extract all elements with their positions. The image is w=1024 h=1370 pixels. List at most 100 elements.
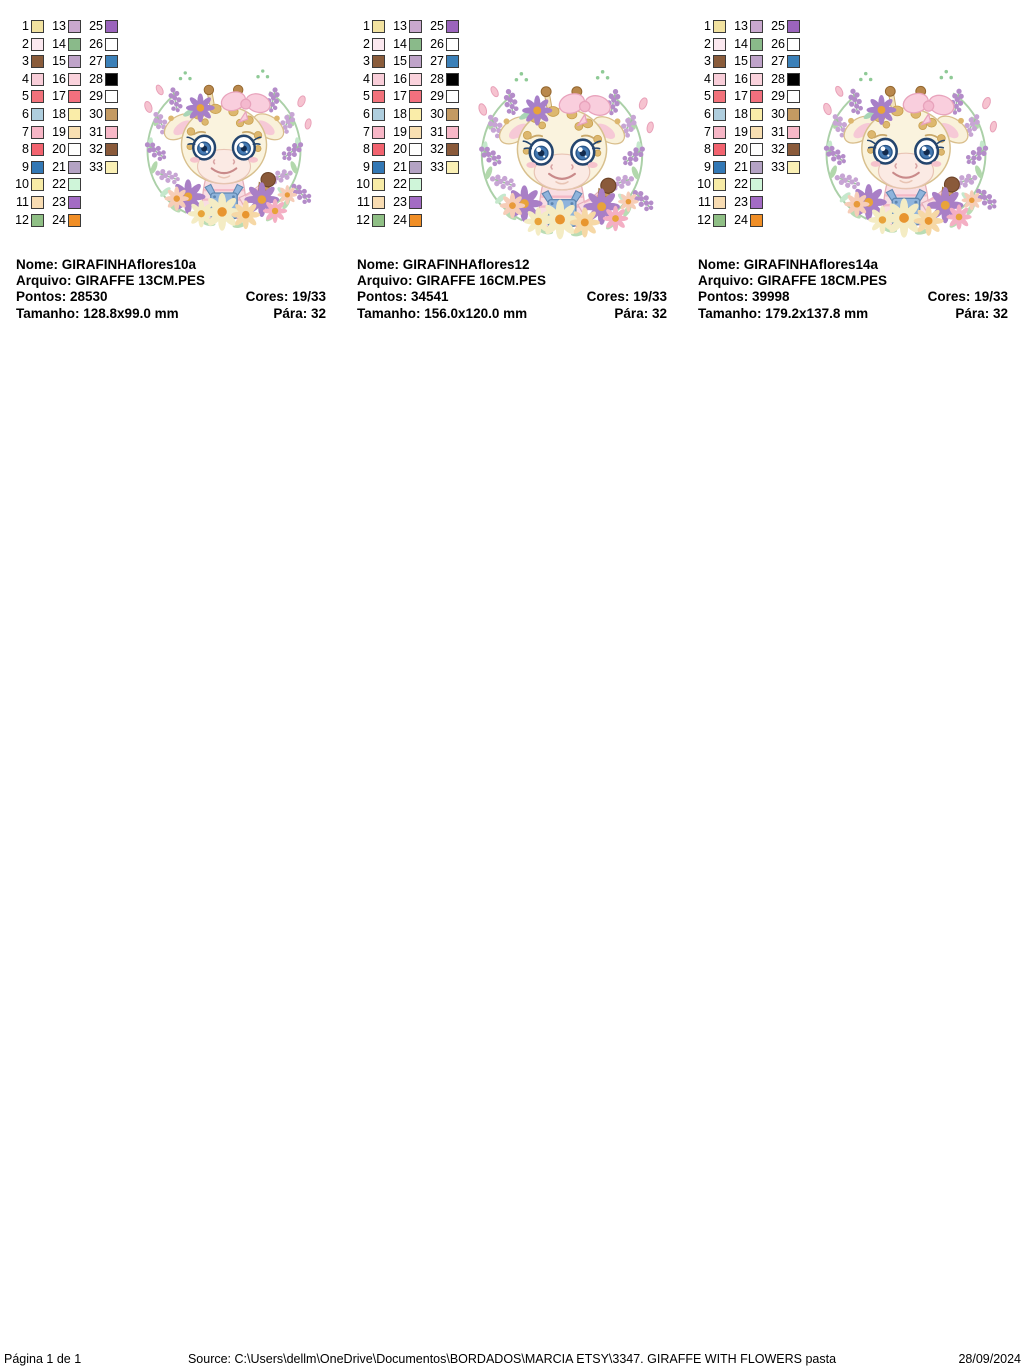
palette-index: 20 bbox=[393, 142, 407, 157]
palette-swatch bbox=[713, 37, 726, 51]
designs-row: 1 13 25 2 14 26 3 15 27 4 16 28 5 17 29 6 18 30 7 19 31 8 20 32… bbox=[0, 0, 1024, 340]
palette-swatch bbox=[372, 55, 385, 69]
palette-swatch bbox=[31, 107, 44, 121]
palette-swatch bbox=[750, 107, 763, 121]
palette-index: 10 bbox=[697, 177, 711, 192]
palette-index: 17 bbox=[52, 89, 66, 104]
palette-index: 25 bbox=[430, 19, 444, 33]
page-footer: Página 1 de 1 Source: C:\Users\dellm\One… bbox=[0, 1352, 1024, 1368]
design-file: GIRAFFE 16CM.PES bbox=[416, 273, 547, 289]
palette-swatch bbox=[713, 213, 726, 227]
palette-empty-cell bbox=[105, 196, 118, 209]
palette-index: 22 bbox=[734, 177, 748, 192]
palette-index: 4 bbox=[22, 71, 29, 86]
palette-swatch bbox=[446, 143, 459, 157]
stop-count: Pára: 32 bbox=[955, 305, 1008, 321]
source-path: Source: C:\Users\dellm\OneDrive\Document… bbox=[187, 1352, 837, 1366]
palette-swatch bbox=[713, 143, 726, 157]
palette-swatch bbox=[68, 107, 81, 121]
design-artwork bbox=[798, 54, 1014, 243]
palette-swatch bbox=[409, 55, 422, 69]
palette-swatch bbox=[31, 143, 44, 157]
palette-index: 23 bbox=[393, 194, 407, 209]
palette-index: 8 bbox=[363, 142, 370, 157]
palette-swatch bbox=[446, 20, 459, 33]
palette-empty-cell bbox=[765, 214, 778, 227]
palette-index: 17 bbox=[393, 89, 407, 104]
palette-index: 1 bbox=[22, 19, 29, 33]
design-card-1: 1 13 25 2 14 26 3 15 27 4 16 28 5 17 29 6 18 30 7 19 31 8 20 32… bbox=[0, 0, 341, 340]
palette-index: 12 bbox=[697, 212, 711, 227]
palette-index: 9 bbox=[22, 159, 29, 174]
size-stops-line: Tamanho: 179.2x137.8 mm Pára: 32 bbox=[698, 306, 1008, 322]
print-date: 28/09/2024 bbox=[958, 1352, 1021, 1366]
palette-index: 15 bbox=[393, 54, 407, 69]
palette-swatch bbox=[750, 213, 763, 227]
palette-swatch bbox=[750, 37, 763, 51]
palette-swatch bbox=[409, 125, 422, 139]
palette-swatch bbox=[68, 160, 81, 174]
palette-index: 10 bbox=[356, 177, 370, 192]
design-file: GIRAFFE 13CM.PES bbox=[75, 273, 206, 289]
palette-index: 19 bbox=[393, 124, 407, 139]
palette-swatch bbox=[105, 37, 118, 51]
palette-index: 3 bbox=[22, 54, 29, 69]
palette-index: 26 bbox=[89, 36, 103, 51]
palette-swatch bbox=[787, 143, 800, 157]
palette-index: 10 bbox=[15, 177, 29, 192]
palette-empty-cell bbox=[424, 214, 437, 227]
palette-index: 6 bbox=[22, 106, 29, 121]
stitches-colors-line: Pontos: 28530 Cores: 19/33 bbox=[16, 289, 326, 305]
palette-swatch bbox=[409, 195, 422, 209]
palette-index: 14 bbox=[734, 36, 748, 51]
palette-swatch bbox=[31, 37, 44, 51]
palette-index: 14 bbox=[52, 36, 66, 51]
palette-swatch bbox=[68, 178, 81, 192]
palette-swatch bbox=[105, 72, 118, 86]
palette-index: 28 bbox=[430, 71, 444, 86]
palette-index: 25 bbox=[771, 19, 785, 33]
palette-swatch bbox=[446, 107, 459, 121]
palette-index: 2 bbox=[22, 36, 29, 51]
palette-swatch bbox=[68, 37, 81, 51]
design-name: GIRAFINHAflores12 bbox=[402, 257, 530, 272]
palette-index: 5 bbox=[363, 89, 370, 104]
palette-index: 13 bbox=[393, 19, 407, 33]
palette-index: 18 bbox=[734, 106, 748, 121]
size-stops-line: Tamanho: 156.0x120.0 mm Pára: 32 bbox=[357, 306, 667, 322]
palette-index: 2 bbox=[363, 36, 370, 51]
palette-swatch bbox=[787, 55, 800, 69]
palette-index: 19 bbox=[52, 124, 66, 139]
palette-index: 3 bbox=[704, 54, 711, 69]
giraffe-wreath-artwork-svg bbox=[819, 69, 1001, 238]
palette-index: 33 bbox=[430, 159, 444, 174]
palette-swatch bbox=[31, 125, 44, 139]
palette-swatch bbox=[31, 213, 44, 227]
palette-index: 32 bbox=[430, 142, 444, 157]
palette-swatch bbox=[409, 90, 422, 104]
palette-index: 1 bbox=[704, 19, 711, 33]
palette-index: 22 bbox=[52, 177, 66, 192]
palette-swatch bbox=[787, 20, 800, 33]
palette-swatch bbox=[409, 143, 422, 157]
palette-swatch bbox=[787, 107, 800, 121]
stitch-count: Pontos: 39998 bbox=[698, 289, 790, 305]
palette-swatch bbox=[68, 55, 81, 69]
palette-index: 18 bbox=[393, 106, 407, 121]
design-name: GIRAFINHAflores14a bbox=[743, 257, 879, 272]
palette-swatch bbox=[105, 160, 118, 174]
palette-index: 8 bbox=[22, 142, 29, 157]
palette-index: 20 bbox=[52, 142, 66, 157]
palette-index: 27 bbox=[771, 54, 785, 69]
palette-swatch bbox=[787, 37, 800, 51]
palette-index: 29 bbox=[771, 89, 785, 104]
stitches-colors-line: Pontos: 34541 Cores: 19/33 bbox=[357, 289, 667, 305]
palette-swatch bbox=[372, 72, 385, 86]
palette-index: 32 bbox=[89, 142, 103, 157]
palette-empty-cell bbox=[424, 196, 437, 209]
palette-index: 3 bbox=[363, 54, 370, 69]
palette-index: 12 bbox=[15, 212, 29, 227]
giraffe-wreath-artwork-svg bbox=[140, 69, 316, 231]
palette-swatch bbox=[372, 107, 385, 121]
palette-swatch bbox=[31, 20, 44, 33]
